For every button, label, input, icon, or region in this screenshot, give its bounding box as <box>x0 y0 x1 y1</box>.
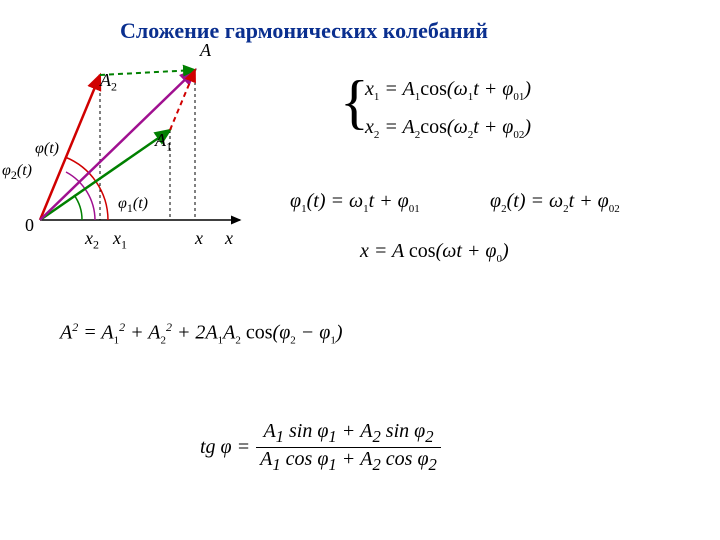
label-phi1-t: φ1(t) <box>118 195 148 216</box>
eq-phi2t: φ2(t) = ω2t + φ02 <box>490 190 620 215</box>
label-x1: x1 <box>113 228 127 253</box>
label-zero: 0 <box>25 215 34 236</box>
eq-phi1t: φ1(t) = ω1t + φ01 <box>290 190 420 215</box>
eq-x2: x2 = A2cos(ω2t + φ02) <box>365 116 531 141</box>
label-x: x <box>195 228 203 249</box>
eq-xres: x = A cos(ωt + φ0) <box>360 240 509 265</box>
label-x-axis: x <box>225 228 233 249</box>
vector-A2-shift <box>170 70 195 130</box>
label-A2: A2 <box>100 70 117 95</box>
label-phi2-t: φ2(t) <box>2 162 32 183</box>
eq-x1: x1 = A1cos(ω1t + φ01) <box>365 78 531 103</box>
label-x2: x2 <box>85 228 99 253</box>
label-phi-t: φ(t) <box>35 140 59 158</box>
eq-tgphi: tg φ = A1 sin φ1 + A2 sin φ2 A1 cos φ1 +… <box>200 420 441 475</box>
label-A1: A1 <box>155 130 172 155</box>
page-title: Сложение гармонических колебаний <box>120 18 488 44</box>
eq-Asq: A2 = A12 + A22 + 2A1A2 cos(φ2 − φ1) <box>60 320 343 347</box>
label-A: A <box>200 40 211 61</box>
arc-phi1 <box>74 195 82 220</box>
